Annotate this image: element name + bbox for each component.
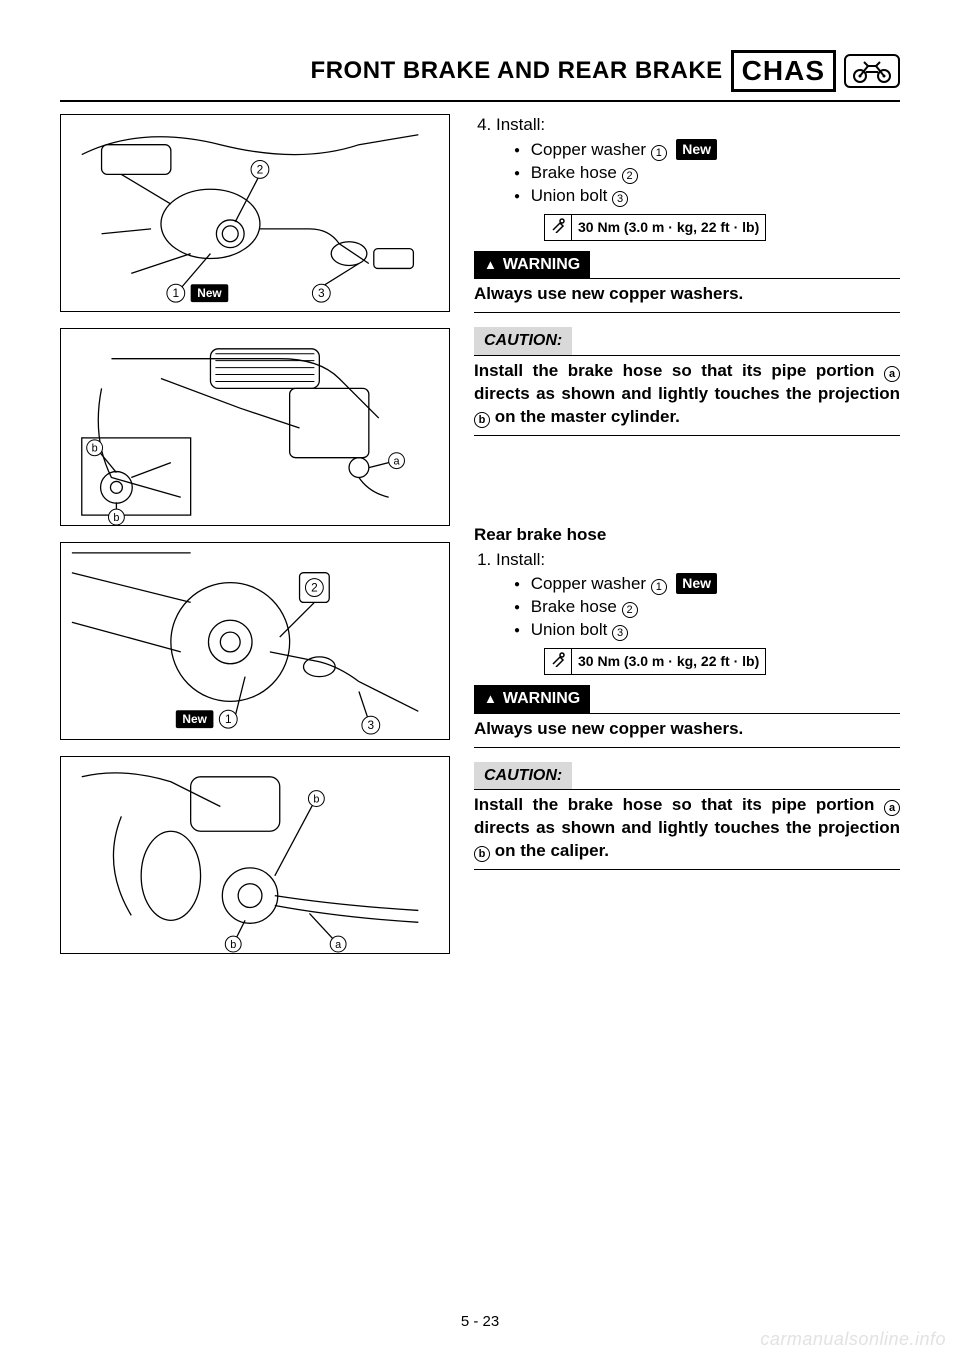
ref-circled: b (474, 412, 490, 428)
motorcycle-icon (844, 54, 900, 88)
svg-text:3: 3 (318, 286, 325, 300)
list-item: Brake hose 2 (514, 162, 900, 185)
text-part: directs as shown and lightly touches the… (474, 818, 900, 837)
rear-step-list: Install: Copper washer 1 New Brake hose … (474, 549, 900, 643)
ref-circled: a (884, 800, 900, 816)
rear-warning-block: WARNING Always use new copper washers. (474, 685, 900, 748)
warning-label: WARNING (474, 251, 590, 279)
ref-circled: b (474, 846, 490, 862)
page-header: FRONT BRAKE AND REAR BRAKE CHAS (60, 50, 900, 92)
torque-icon (545, 215, 572, 240)
divider (474, 747, 900, 748)
text-part: on the master cylinder. (490, 407, 680, 426)
item-text: Brake hose (531, 163, 617, 182)
divider (474, 713, 900, 714)
ref-circled: 3 (612, 191, 628, 207)
front-step-label: Install: (496, 115, 545, 134)
figure-front-handlebar: b b a (60, 328, 450, 526)
text-part: Install the brake hose so that its pipe … (474, 795, 884, 814)
caution-text: Install the brake hose so that its pipe … (474, 794, 900, 863)
warning-text: Always use new copper washers. (474, 718, 900, 741)
svg-text:New: New (197, 286, 222, 300)
torque-icon (545, 649, 572, 674)
list-item: Union bolt 3 (514, 185, 900, 208)
rear-install-items: Copper washer 1 New Brake hose 2 Union b… (496, 573, 900, 642)
caution-label: CAUTION: (474, 327, 572, 355)
divider (474, 435, 900, 436)
item-text: Copper washer (531, 140, 646, 159)
svg-text:2: 2 (311, 581, 318, 595)
item-text: Copper washer (531, 574, 646, 593)
list-item: Union bolt 3 (514, 619, 900, 642)
item-text: Brake hose (531, 597, 617, 616)
figure-front-master-cylinder: 2 1 New 3 (60, 114, 450, 312)
svg-text:a: a (335, 939, 342, 951)
text-part: directs as shown and lightly touches the… (474, 384, 900, 403)
list-item: Brake hose 2 (514, 596, 900, 619)
divider (474, 278, 900, 279)
front-torque-spec: 30 Nm (3.0 m · kg, 22 ft · lb) (544, 214, 766, 241)
figure-rear-caliper-hose: b b a (60, 756, 450, 954)
front-step-list: Install: Copper washer 1 New Brake hose … (474, 114, 900, 208)
page-title: FRONT BRAKE AND REAR BRAKE (311, 57, 723, 85)
rear-subhead: Rear brake hose (474, 524, 900, 547)
warning-label: WARNING (474, 685, 590, 713)
item-text: Union bolt (531, 186, 608, 205)
svg-text:1: 1 (225, 712, 232, 726)
figures-column: 2 1 New 3 (60, 114, 450, 954)
watermark: carmanualsonline.info (760, 1329, 946, 1350)
front-install-items: Copper washer 1 New Brake hose 2 Union b… (496, 139, 900, 208)
front-warning-block: WARNING Always use new copper washers. (474, 251, 900, 314)
divider (474, 869, 900, 870)
figure-rear-caliper-bolt: 2 New 1 3 (60, 542, 450, 740)
svg-text:New: New (182, 712, 207, 726)
ref-circled: a (884, 366, 900, 382)
ref-circled: 1 (651, 145, 667, 161)
caution-label: CAUTION: (474, 762, 572, 790)
caution-text: Install the brake hose so that its pipe … (474, 360, 900, 429)
svg-text:a: a (394, 456, 401, 468)
divider (474, 312, 900, 313)
text-part: Install the brake hose so that its pipe … (474, 361, 884, 380)
list-item: Copper washer 1 New (514, 573, 900, 596)
front-caution-block: CAUTION: Install the brake hose so that … (474, 327, 900, 435)
rear-step-label: Install: (496, 550, 545, 569)
ref-circled: 2 (622, 602, 638, 618)
new-badge: New (676, 139, 717, 160)
new-badge: New (676, 573, 717, 594)
divider (474, 789, 900, 790)
item-text: Union bolt (531, 620, 608, 639)
chas-badge: CHAS (731, 50, 836, 92)
divider (474, 355, 900, 356)
ref-circled: 2 (622, 168, 638, 184)
list-item: Copper washer 1 New (514, 139, 900, 162)
svg-text:b: b (113, 512, 119, 524)
svg-text:2: 2 (257, 162, 264, 176)
svg-text:b: b (230, 939, 236, 951)
svg-text:b: b (313, 794, 319, 806)
ref-circled: 3 (612, 625, 628, 641)
text-part: on the caliper. (490, 841, 609, 860)
rear-caution-block: CAUTION: Install the brake hose so that … (474, 762, 900, 870)
svg-text:3: 3 (368, 718, 375, 732)
page-number: 5 - 23 (0, 1313, 960, 1330)
rear-torque-spec: 30 Nm (3.0 m · kg, 22 ft · lb) (544, 648, 766, 675)
ref-circled: 1 (651, 579, 667, 595)
text-column: Install: Copper washer 1 New Brake hose … (474, 114, 900, 954)
torque-value: 30 Nm (3.0 m · kg, 22 ft · lb) (572, 216, 765, 239)
header-rule (60, 100, 900, 102)
svg-text:b: b (92, 443, 98, 455)
svg-text:1: 1 (173, 286, 180, 300)
warning-text: Always use new copper washers. (474, 283, 900, 306)
torque-value: 30 Nm (3.0 m · kg, 22 ft · lb) (572, 650, 765, 673)
